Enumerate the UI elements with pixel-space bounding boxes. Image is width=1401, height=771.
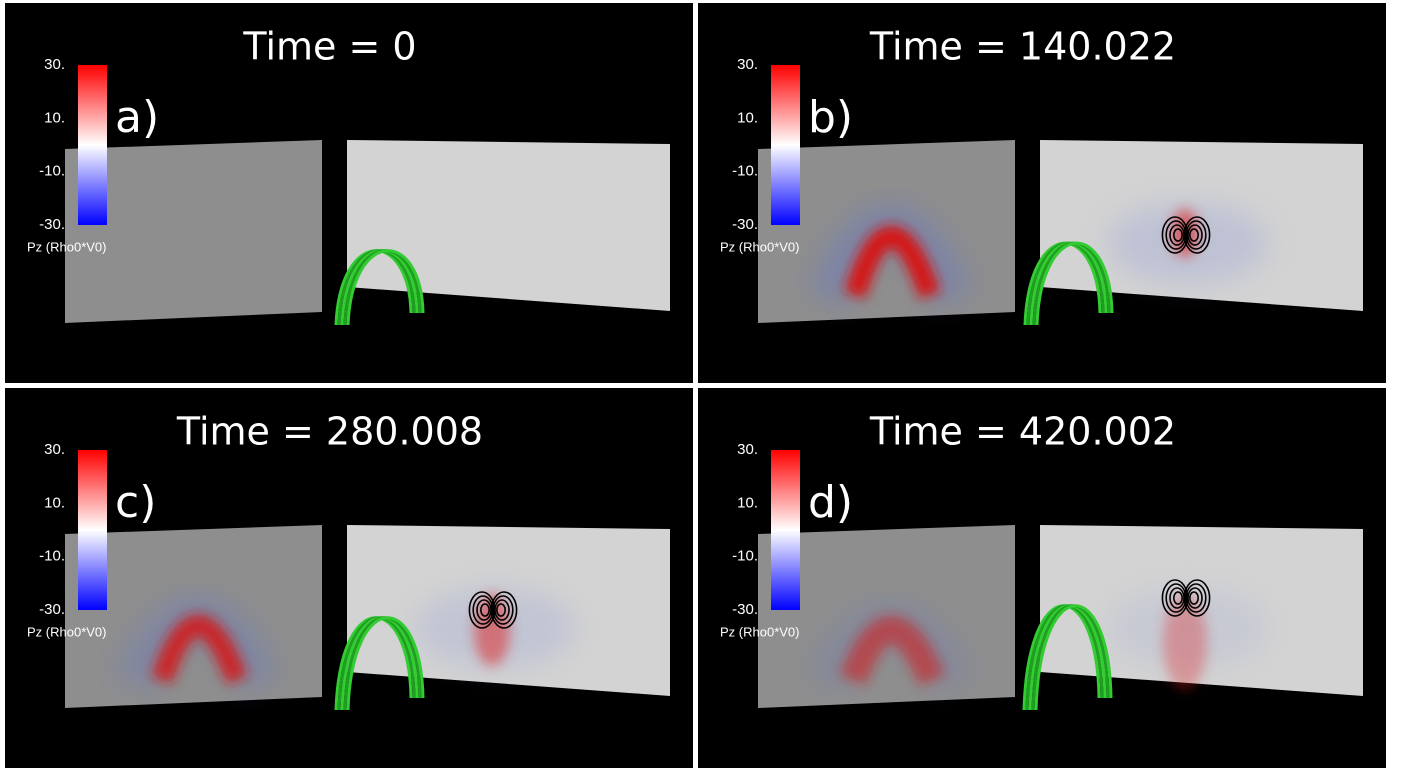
contour [1188,591,1199,605]
contour [1183,579,1211,617]
contour [1172,591,1183,605]
colorbar-tick: 10. [737,494,758,511]
time-title: Time = 280.008 [176,410,483,454]
colorbar-tick: 30. [44,441,65,458]
right-plane [347,140,670,311]
colorbar-tick: 10. [737,109,758,126]
colorbar-tick: -30. [732,216,758,233]
colorbar-tick: -30. [732,601,758,618]
panel-letter: c) [115,477,156,528]
colorbar-tick: -10. [39,163,65,180]
colorbar [78,450,107,610]
colorbar-tick: -10. [732,163,758,180]
contour [495,603,506,617]
field-halo [809,205,971,307]
colorbar-tick: 10. [44,494,65,511]
contour [490,591,518,629]
panel: Time = 420.002 d) 30. 10. -10. -30. Pz (Rho0*V… [698,388,1386,768]
contour [1161,579,1189,617]
contour [1172,228,1183,242]
colorbar-tick: 30. [44,56,65,73]
colorbar [78,65,107,225]
right-red [474,594,510,666]
contour [492,595,514,625]
panel-letter: a) [115,92,159,143]
colorbar-tick: 30. [737,441,758,458]
contour [1183,216,1211,254]
colorbar-tick: -10. [39,548,65,565]
time-title: Time = 420.002 [869,410,1176,454]
flux-rope [346,616,425,711]
contour [1185,583,1207,613]
colorbar-tick: -10. [732,548,758,565]
colorbar-label: Pz (Rho0*V0) [720,239,799,254]
field-arch [151,614,248,684]
colorbar-label: Pz (Rho0*V0) [27,624,106,639]
field-arch [844,225,941,299]
flux-rope [346,249,425,326]
flux-rope [1034,604,1113,711]
contour [1185,220,1207,250]
colorbar-label: Pz (Rho0*V0) [27,239,106,254]
flux-rope [1035,241,1114,326]
panel: Time = 140.022 b) 30. 10. -10. -30. Pz (Rho0*V… [698,3,1386,383]
colorbar-tick: 30. [737,56,758,73]
colorbar-tick: -30. [39,601,65,618]
time-title: Time = 0 [242,25,416,69]
panel-letter: b) [808,92,853,143]
left-plane [65,140,322,323]
panel: Time = 280.008 c) 30. 10. -10. -30. Pz (Rho0*V… [5,388,693,768]
contour [1188,228,1199,242]
contour [479,603,490,617]
panel: Time = 0 a) 30. 10. -10. -30. Pz (Rho0*V0) [5,3,693,383]
contour [1161,216,1189,254]
field-arch [840,615,945,686]
panel-letter: d) [808,477,853,528]
colorbar-tick: 10. [44,109,65,126]
colorbar-label: Pz (Rho0*V0) [720,624,799,639]
right-red [1163,594,1207,690]
colorbar [771,65,800,225]
time-title: Time = 140.022 [869,25,1176,69]
colorbar [771,450,800,610]
contour [468,591,496,629]
colorbar-tick: -30. [39,216,65,233]
